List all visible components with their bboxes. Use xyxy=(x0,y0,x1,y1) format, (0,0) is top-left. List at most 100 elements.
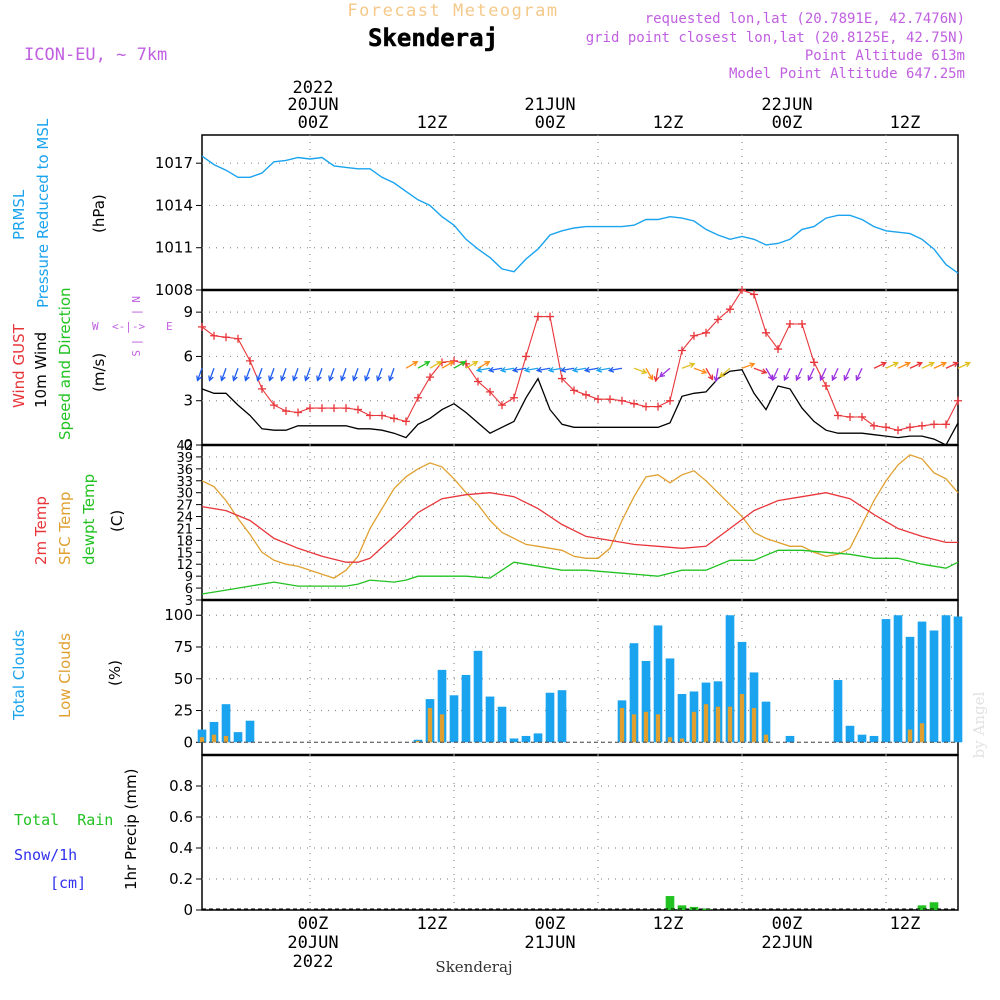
temp2m-line xyxy=(201,492,958,563)
gust-marker xyxy=(210,331,218,340)
wind-direction-arrow xyxy=(719,367,731,378)
total-cloud-bar xyxy=(209,721,219,743)
top-tick-label-4: 00Z xyxy=(772,113,803,133)
total-cloud-bar xyxy=(953,616,963,743)
clouds-ytick-label-1: 75 xyxy=(174,638,193,656)
wind-direction-arrow xyxy=(945,361,960,369)
gust-marker xyxy=(558,374,566,383)
wind-direction-arrow xyxy=(855,367,863,382)
bottom-tick-label-1: 12Z xyxy=(417,914,448,934)
total-cloud-bar xyxy=(557,690,567,743)
wind-direction-arrow xyxy=(429,361,443,369)
gust-marker xyxy=(822,381,830,390)
total-cloud-bar xyxy=(869,735,879,743)
low-cloud-bar xyxy=(619,707,625,743)
wind-direction-arrow xyxy=(559,366,575,373)
wind-direction-arrow xyxy=(280,368,287,382)
total-cloud-bar xyxy=(785,735,795,743)
total-cloud-bar xyxy=(245,720,255,743)
low-cloud-bar xyxy=(211,734,217,743)
low-cloud-bar xyxy=(703,704,709,743)
pressure-ytick-label-2: 1011 xyxy=(155,239,193,257)
temp-ytick-label-13: 3 xyxy=(185,594,193,609)
top-date-2: 21JUN xyxy=(524,95,575,115)
low-cloud-bar xyxy=(415,741,421,743)
rain-bar xyxy=(665,896,675,910)
rain-bar xyxy=(929,902,939,910)
gust-marker xyxy=(630,399,638,408)
gust-marker xyxy=(330,404,338,413)
bottom-tick-label-0: 00Z xyxy=(298,914,329,934)
wind-direction-arrow xyxy=(292,368,299,382)
wind-direction-arrow xyxy=(645,367,654,381)
temp-ytick-label-3: 33 xyxy=(176,475,193,490)
wind-direction-arrow xyxy=(388,368,395,382)
gust-marker xyxy=(606,395,614,404)
bottom-tick-label-2: 00Z xyxy=(535,914,566,934)
dewpt-line xyxy=(201,549,959,595)
compass-v-bottom: | xyxy=(130,339,143,346)
gust-marker xyxy=(366,411,374,420)
gust-marker xyxy=(834,411,842,420)
gust-marker xyxy=(534,312,542,321)
low-clouds-label: Low Clouds xyxy=(56,633,74,718)
bottom-date-3: 22JUN xyxy=(761,933,812,953)
gust-marker xyxy=(786,319,794,328)
gust-marker xyxy=(810,358,818,367)
total-cloud-bar xyxy=(665,658,675,743)
total-cloud-bar xyxy=(653,625,663,743)
total-cloud-bar xyxy=(221,704,231,743)
total-clouds-label: Total Clouds xyxy=(10,629,28,721)
snow-unit-label: [cm] xyxy=(50,874,86,892)
wind-direction-arrow xyxy=(523,366,539,373)
wind-direction-arrow xyxy=(933,361,948,369)
low-cloud-bar xyxy=(223,735,229,743)
gust-marker xyxy=(450,356,458,365)
wind-direction-arrow xyxy=(771,367,779,382)
clouds-unit: (%) xyxy=(106,660,124,686)
wind-direction-arrow xyxy=(376,368,383,382)
wind-direction-arrow xyxy=(244,368,251,382)
wind-direction-arrow xyxy=(909,361,924,369)
total-cloud-bar xyxy=(917,621,927,743)
wind-direction-arrow xyxy=(765,367,774,381)
pressure-ytick-label-0: 1017 xyxy=(155,154,193,172)
wind-ytick-label-1: 6 xyxy=(183,347,193,365)
total-cloud-bar xyxy=(197,729,207,743)
sfc-temp-label: SFC Temp xyxy=(56,492,74,565)
low-cloud-bar xyxy=(727,706,733,743)
total-cloud-bar xyxy=(725,615,735,743)
wind-direction-arrow xyxy=(364,368,371,382)
low-cloud-bar xyxy=(667,737,673,743)
temp-ytick-label-10: 12 xyxy=(176,558,193,573)
model-label: ICON-EU, ~ 7km xyxy=(24,45,167,65)
wind-direction-arrow xyxy=(352,368,359,382)
footer-location: Skenderaj xyxy=(435,958,512,976)
total-cloud-bar xyxy=(893,615,903,743)
gust-marker xyxy=(426,373,434,382)
wind-direction-arrow xyxy=(693,367,708,375)
gust-marker xyxy=(390,414,398,423)
rain-bar xyxy=(917,905,927,910)
total-cloud-bar xyxy=(905,636,915,743)
wind-direction-arrow xyxy=(885,361,900,369)
clouds-ytick-label-2: 50 xyxy=(174,670,193,688)
compass-legend: N W <-|-> E | | S xyxy=(92,296,173,357)
bottom-tick-label-3: 12Z xyxy=(653,914,684,934)
temp-ytick-label-5: 27 xyxy=(176,499,193,514)
prmsl-label: PRMSL xyxy=(10,189,28,240)
compass-n: N xyxy=(130,296,143,303)
total-cloud-bar xyxy=(833,680,843,743)
gust-marker xyxy=(942,420,950,429)
wind-direction-arrow xyxy=(316,368,323,382)
wind-direction-arrow xyxy=(256,368,263,382)
wind-ytick-label-3: 0 xyxy=(183,436,193,454)
low-cloud-bar xyxy=(199,737,205,743)
top-date-3: 22JUN xyxy=(761,95,812,115)
precip-ytick-label-4: 0 xyxy=(183,901,193,919)
dewpt-label: dewpt Temp xyxy=(80,474,98,565)
wind-direction-arrow xyxy=(340,368,347,382)
wind-direction-arrow xyxy=(208,368,215,382)
temp-ytick-label-0: 42 xyxy=(176,439,193,454)
wind-direction-arrow xyxy=(477,361,491,369)
